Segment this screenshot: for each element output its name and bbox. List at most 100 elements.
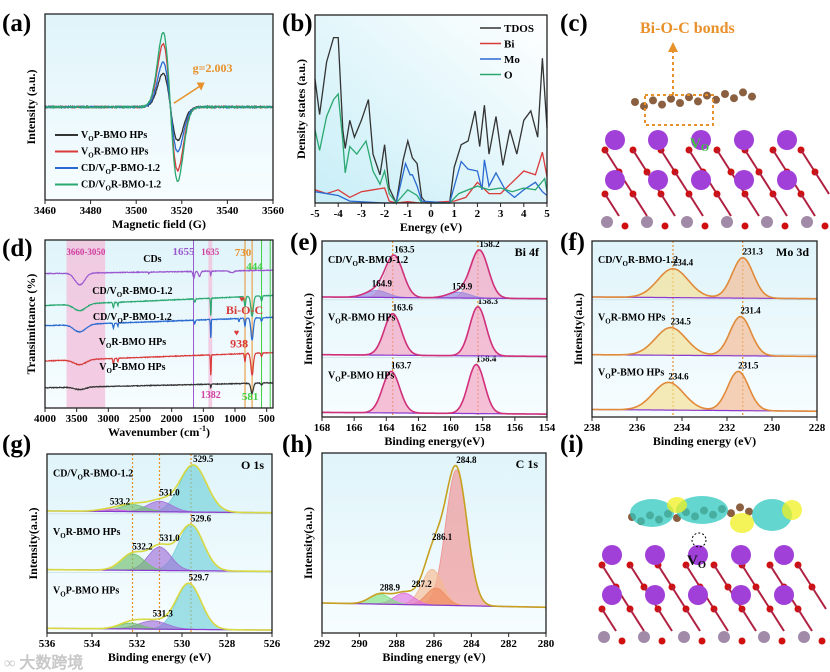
bismuth-atom [774,585,794,605]
bond [717,150,731,172]
molybdenum-atom [798,631,810,643]
label-part: O [698,560,706,571]
bismuth-atom [645,545,665,565]
bismuth-atom [688,585,708,605]
bond [773,150,787,172]
bond [759,172,773,194]
label-part: CD/V [81,180,106,191]
label-part: P-BMO HPs [611,367,665,378]
panel-a: VOP-BMO HPsVOR-BMO HPsCD/VOP-BMO-1.2CD/V… [24,14,285,231]
x-tick-label: 5 [544,208,550,220]
bond [773,194,787,216]
bond [630,565,644,587]
bond [602,565,616,587]
label-part: R-BMO HPs [341,313,396,324]
label-part: R-BMO-1.2 [122,286,172,297]
x-tick-label: 534 [84,638,101,650]
x-tick-label: 2500 [129,413,152,425]
peak-label: 287.2 [411,579,432,589]
band-label: 1635 [201,247,220,257]
x-tick-label: 290 [351,638,368,650]
x-tick-label: 530 [174,638,191,650]
bond [742,565,756,587]
figure-canvas: (a) (b) (c)(d) (e) (f)(g) (h) (i)VOP-BMO HPsVO… [0,0,830,672]
bond [689,194,703,216]
annotation-label: 1382 [201,390,221,401]
series-label: CDs [143,254,161,265]
legend-label: TDOS [504,23,534,35]
x-tick-label: 236 [629,422,646,434]
bond [630,609,644,631]
peak-label: 581 [242,391,259,403]
x-tick-label: 162 [410,422,427,434]
y-axis-label: Density states (a.u.) [294,59,308,159]
annotation-label: Bi-O-C [226,303,263,317]
bond [717,194,731,216]
x-tick-label: -2 [380,208,390,220]
carbon-atom [736,503,744,511]
panel-c-structure: Bi-O-C bonds VO [601,20,829,230]
annotation-label: 938 [230,337,248,351]
oxygen-atom [779,638,786,645]
g-value-annotation: g=2.003 [193,61,233,75]
panel-letter: (c) [560,10,588,37]
peak-label: 286.1 [432,532,453,542]
label-part: R-BMO-1.2 [111,180,161,191]
oxygen-atom [622,223,629,230]
molybdenum-atom [638,631,650,643]
x-tick-label: 288 [388,638,405,650]
x-tick-label: -3 [357,208,367,220]
x-axis-label: Binding energy (eV) [382,650,485,664]
spectrum-title: Mo 3d [776,245,809,259]
x-tick-label: -5 [310,208,320,220]
peak-label: 529.6 [191,513,212,523]
molybdenum-atom [678,631,690,643]
charge-density-blob [782,500,802,520]
oxygen-atom [822,223,829,230]
watermark: ∞ 大数跨境 [4,653,83,672]
peak-label: 159.9 [452,282,473,292]
x-tick-label: 3540 [216,205,239,217]
panel-letter: (b) [282,10,313,37]
oxygen-atom [819,638,826,645]
x-tick-label: -1 [403,208,412,220]
carbon-atom [649,96,657,104]
x-axis-label: Magnetic field (G) [112,217,206,231]
panel-f: 234.6231.5VOP-BMO HPs234.5231.4VOR-BMO H… [571,241,826,448]
bond [714,609,728,631]
x-tick-label: 280 [538,638,555,650]
y-axis-label: Intensity (a.u.) [24,69,38,144]
x-tick-label: 228 [809,422,826,434]
bismuth-atom [734,170,754,190]
bond [801,194,815,216]
x-tick-label: 164 [378,422,395,434]
peak-label: 531.0 [159,488,180,498]
x-tick-label: 4000 [34,413,57,425]
panel-d: 3660-3050 16351655 730581444VOP-BMO HPsVOR… [24,240,275,439]
bond [633,150,647,172]
peak-label: 531.0 [159,533,180,543]
carbon-atom [676,99,684,107]
oxygen-atom [619,638,626,645]
peak-label: 164.9 [372,278,393,288]
x-tick-label: 3000 [97,413,120,425]
oxygen-atom [662,223,669,230]
bismuth-atom [777,130,797,150]
peak-label: 163.5 [394,244,415,254]
peak-label: 163.7 [391,360,412,370]
label-part: P-BMO-1.2 [111,163,160,174]
molybdenum-atom [761,216,773,228]
x-tick-label: 1000 [224,413,247,425]
x-tick-label: 168 [314,422,331,434]
label-part: R-BMO HPs [66,527,121,538]
peak-label: 531.3 [153,608,174,618]
x-axis-label: Binding energy (eV) [653,434,756,448]
x-axis-label: Wavenumber (cm-1) [108,424,210,439]
bond [815,172,829,194]
x-tick-label: 230 [764,422,781,434]
x-tick-label: 526 [264,638,281,650]
x-tick-label: 3480 [80,205,103,217]
x-tick-label: 2000 [161,413,184,425]
bismuth-atom [691,170,711,190]
y-axis-label: Intensity(a.u.) [301,293,315,365]
